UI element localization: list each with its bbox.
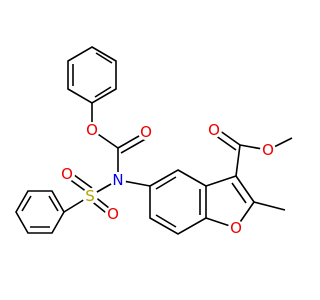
bond <box>235 175 255 203</box>
ring-double-bond <box>48 195 59 212</box>
atom-label: O <box>86 121 98 139</box>
ring-double-bond <box>94 86 112 98</box>
phenoxy-ring <box>67 46 117 104</box>
ring-double-bond <box>21 195 32 212</box>
atom-labels: O O N S O O O O O <box>61 121 274 237</box>
atom-masks <box>59 122 276 236</box>
molecule-diagram: O O N S O O O O O <box>15 46 293 237</box>
phenyl-ring <box>15 190 65 234</box>
ring-double-bond <box>155 176 177 190</box>
atom-label: O <box>208 121 220 139</box>
atom-label: N <box>112 171 123 189</box>
ring-double-bond <box>95 52 113 64</box>
ring-double-bond <box>155 214 177 228</box>
bond <box>205 175 237 187</box>
atom-label: O <box>61 165 73 183</box>
methyl-bond <box>253 201 286 211</box>
benzo-ring <box>149 169 207 235</box>
bonds <box>15 46 293 235</box>
atom-label: O <box>262 141 274 159</box>
atom-label: O <box>140 123 152 141</box>
atom-label: O <box>230 219 242 237</box>
atom-label: O <box>107 205 119 223</box>
bond <box>231 182 247 204</box>
atom-label: S <box>85 187 95 205</box>
bond <box>235 144 241 177</box>
